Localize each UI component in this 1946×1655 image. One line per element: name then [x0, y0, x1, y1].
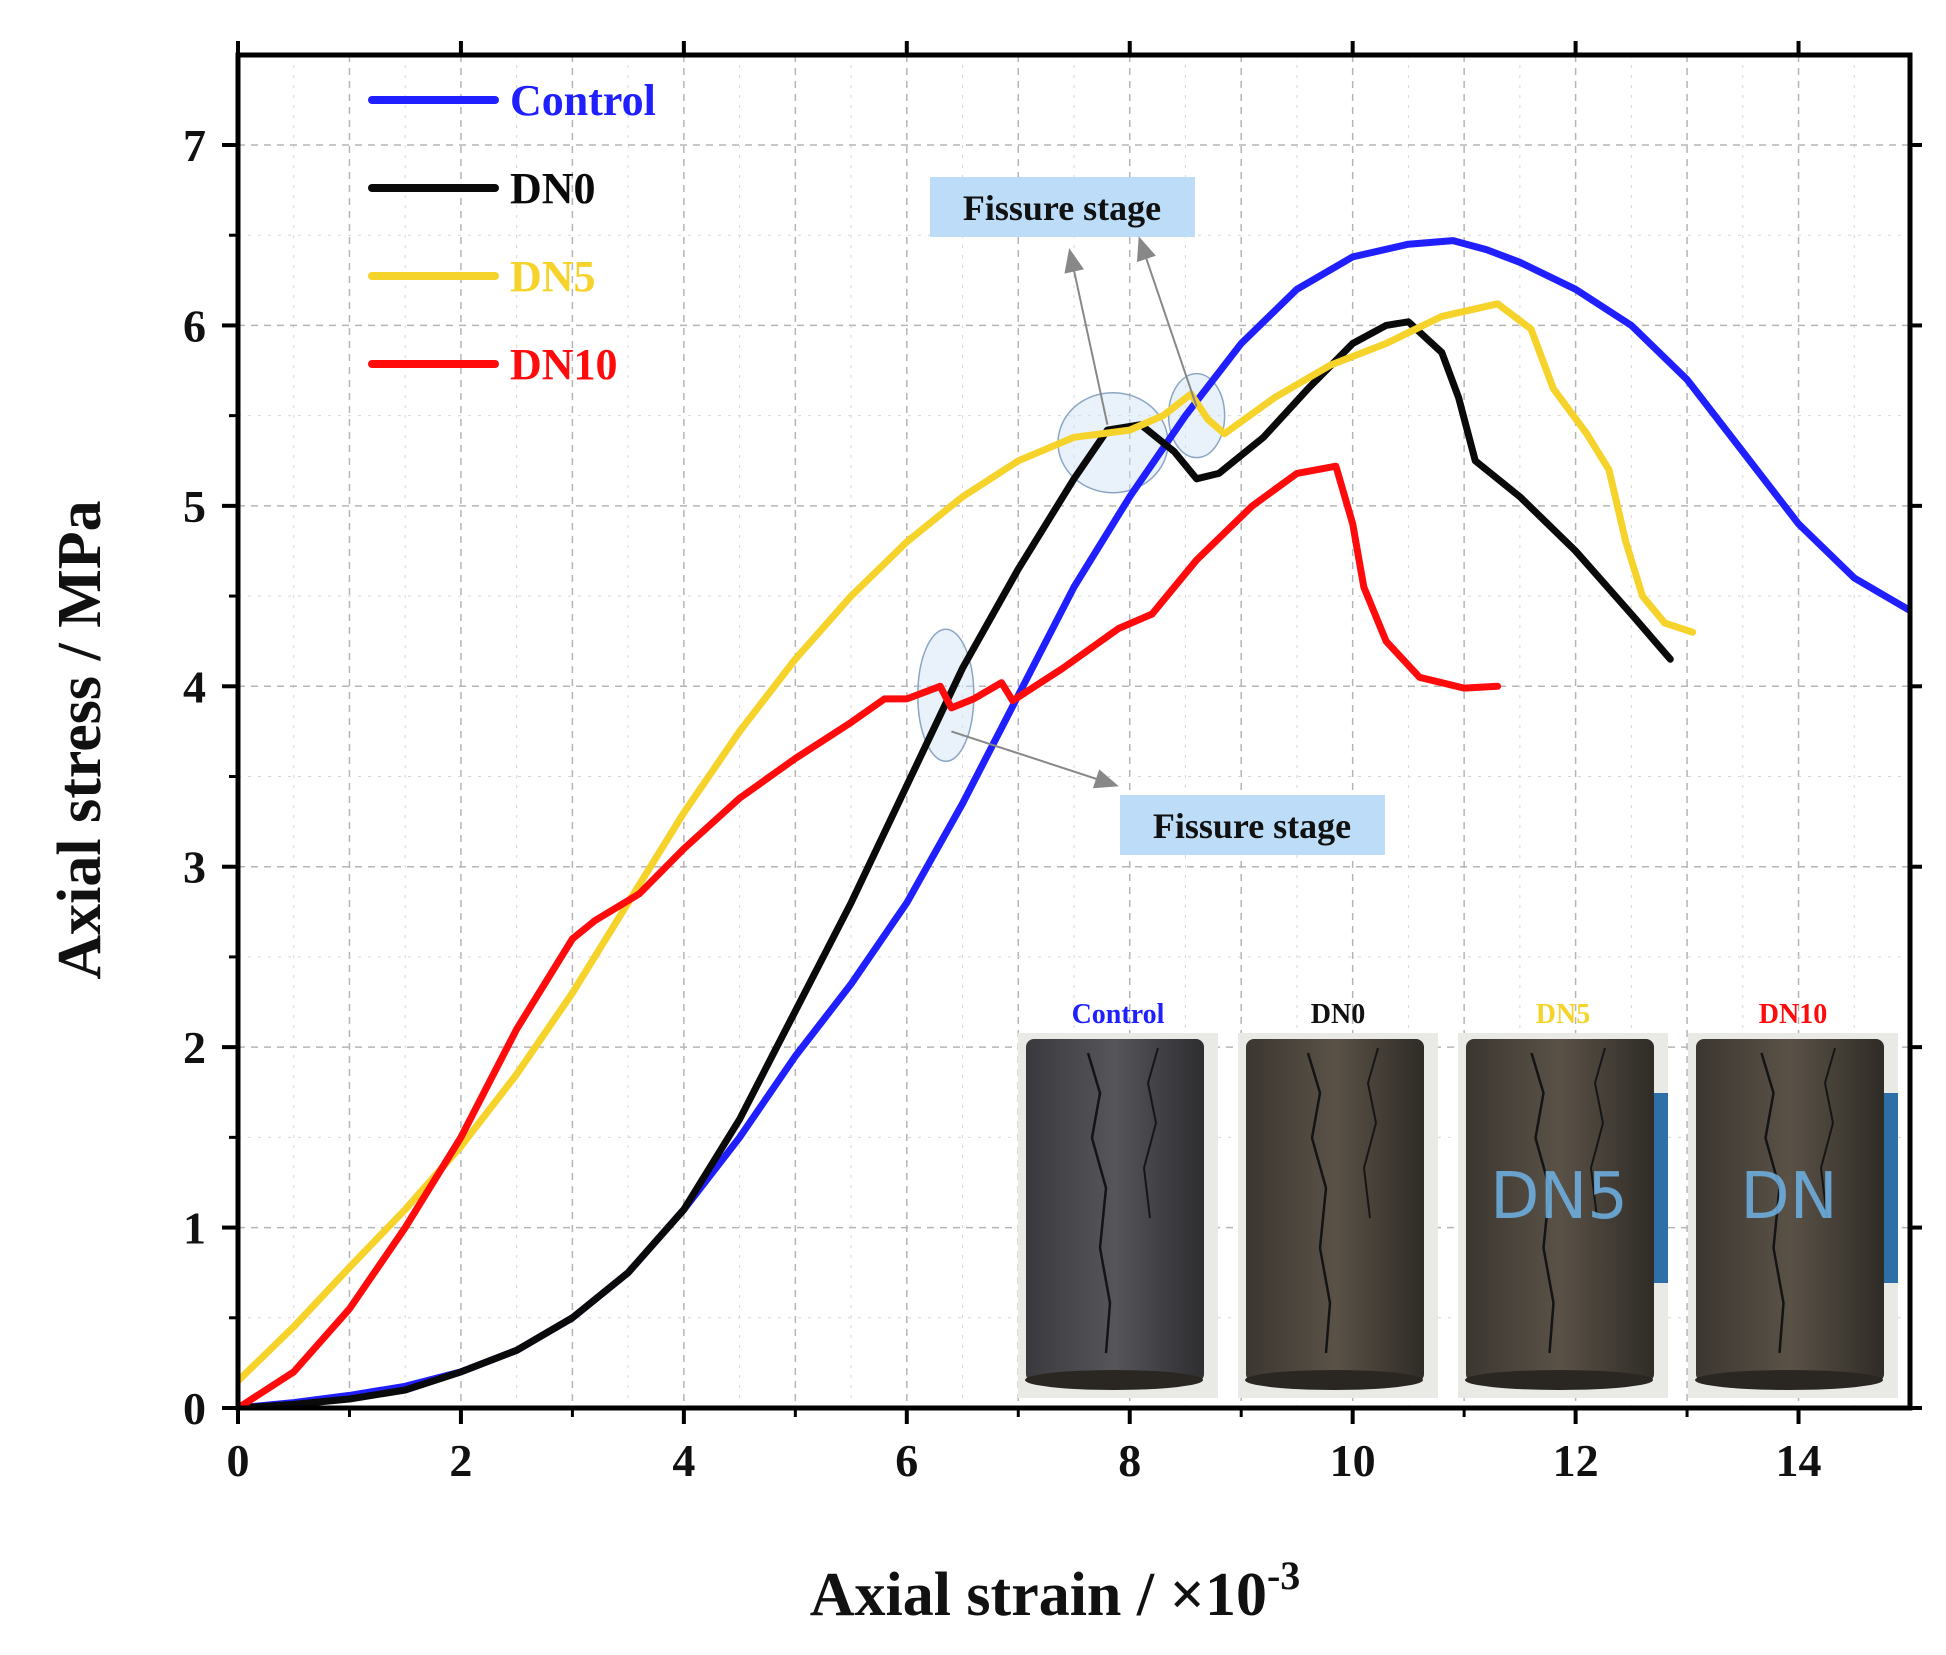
specimen-base — [1695, 1370, 1883, 1390]
legend-label: DN10 — [510, 340, 618, 389]
y-tick-label: 4 — [183, 661, 206, 712]
x-tick-label: 14 — [1776, 1435, 1822, 1486]
y-tick-label: 6 — [183, 300, 206, 351]
specimen-photo-label: Control — [1072, 999, 1165, 1030]
specimen-base — [1025, 1370, 1203, 1390]
specimen-written-mark: DN5 — [1490, 1160, 1628, 1234]
annotation-label-upper: Fissure stage — [963, 188, 1161, 228]
y-tick-label: 3 — [183, 842, 206, 893]
specimen-base — [1465, 1370, 1653, 1390]
y-axis-title: Axial stress / MPa — [46, 500, 114, 979]
legend: Control DN0 DN5 DN10 — [368, 76, 656, 389]
crack-line — [1530, 1052, 1555, 1354]
specimen-photo-dn0: DN0 — [1238, 999, 1438, 1398]
specimen-photo-label: DN5 — [1536, 999, 1590, 1030]
specimen-photo-dn5: DN5 DN5 — [1458, 999, 1668, 1398]
crack-line — [1142, 1047, 1159, 1219]
specimen-photos: Control DN0 DN5 DN5 DN DN10 — [1018, 999, 1898, 1398]
x-tick-label: 12 — [1553, 1435, 1599, 1486]
specimen-written-mark: DN — [1740, 1160, 1837, 1234]
annotation-arrow — [1064, 248, 1109, 425]
specimen-photo-label: DN10 — [1759, 999, 1827, 1030]
specimen-photo-control: Control — [1018, 999, 1218, 1398]
y-tick-label: 7 — [183, 120, 206, 171]
legend-item-control: Control — [368, 76, 656, 125]
specimen-cylinder — [1026, 1039, 1204, 1382]
x-tick-label: 4 — [672, 1435, 695, 1486]
specimen-cylinder — [1696, 1039, 1884, 1382]
series-line-dn0 — [238, 318, 1674, 1408]
crack-line — [1589, 1047, 1606, 1219]
specimen-cylinder — [1246, 1039, 1424, 1382]
legend-label: Control — [510, 76, 656, 125]
annotation-box — [1120, 795, 1385, 855]
legend-item-dn5: DN5 — [368, 252, 596, 301]
x-axis-title: Axial strain / ×10-3 — [810, 1553, 1301, 1629]
x-tick-label: 0 — [227, 1435, 250, 1486]
x-tick-label: 10 — [1330, 1435, 1376, 1486]
annotation-label-lower: Fissure stage — [1153, 806, 1351, 846]
specimen-photo-dn10: DN DN10 — [1688, 999, 1898, 1398]
y-tick-label: 1 — [183, 1203, 206, 1254]
data-series — [238, 237, 1910, 1408]
crack-line — [1760, 1052, 1785, 1354]
plot-frame — [235, 52, 1913, 1411]
specimen-photo-label: DN0 — [1311, 999, 1365, 1030]
specimen-base — [1245, 1370, 1423, 1390]
x-tick-label: 6 — [895, 1435, 918, 1486]
legend-label: DN0 — [510, 164, 596, 213]
annotation-box — [930, 177, 1195, 237]
legend-item-dn0: DN0 — [368, 164, 596, 213]
crack-line — [1086, 1052, 1112, 1354]
legend-label: DN5 — [510, 252, 596, 301]
crack-line — [1362, 1047, 1379, 1219]
x-tick-label: 8 — [1118, 1435, 1141, 1486]
series-line-dn10 — [238, 462, 1502, 1408]
legend-item-dn10: DN10 — [368, 340, 618, 389]
y-tick-label: 5 — [183, 481, 206, 532]
y-tick-label: 2 — [183, 1022, 206, 1073]
x-axis-title-exponent: -3 — [1267, 1553, 1300, 1598]
crack-line — [1306, 1052, 1332, 1354]
crack-line — [1819, 1047, 1836, 1219]
x-tick-label: 2 — [449, 1435, 472, 1486]
photo-backdrop — [1654, 1093, 1668, 1283]
photo-backdrop — [1884, 1093, 1898, 1283]
series-line-dn5 — [238, 300, 1697, 1385]
fissure-annotations: Fissure stage Fissure stage — [930, 177, 1385, 855]
annotation-arrow — [1136, 236, 1198, 407]
annotation-arrow — [951, 730, 1119, 789]
y-tick-label: 0 — [183, 1383, 206, 1434]
fissure-ellipse — [1167, 372, 1226, 459]
specimen-cylinder — [1466, 1039, 1654, 1382]
